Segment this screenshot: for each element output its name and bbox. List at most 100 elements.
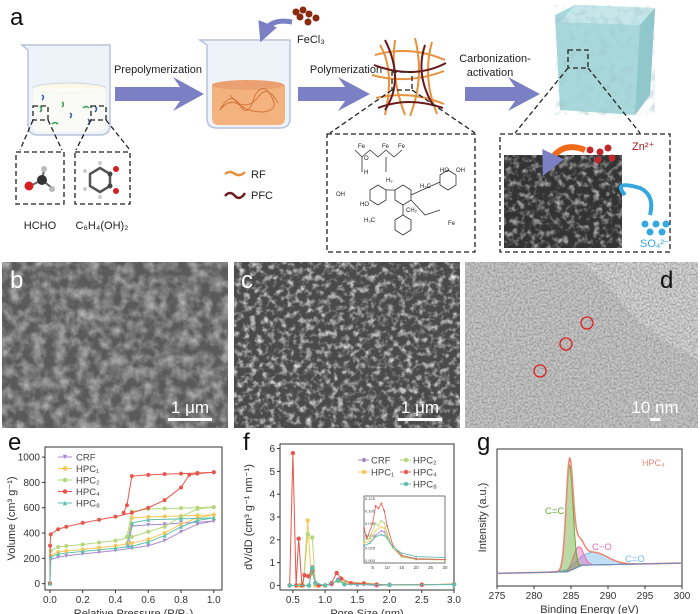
data-point	[162, 524, 167, 529]
inset-data-point	[415, 555, 417, 558]
inset-y-tick-label: 0.125	[365, 496, 376, 501]
inset-series-line	[363, 502, 446, 560]
step-label-activation: activation	[467, 67, 513, 79]
inset-data-point	[363, 542, 365, 545]
legend-marker	[361, 469, 367, 475]
data-point	[162, 522, 167, 527]
y-tick-label: 1000	[18, 453, 41, 464]
inset-data-point	[383, 530, 386, 533]
x-tick-label: 295	[637, 591, 654, 602]
legend-label: HPC₄	[413, 468, 437, 479]
precursor-molecules-icon	[39, 94, 98, 126]
panel-d-tem: d 10 nm	[465, 262, 698, 428]
data-point	[310, 566, 315, 571]
panel-b-sem: b 1 μm	[2, 262, 228, 428]
legend-label: HPC₄	[76, 487, 100, 498]
data-point	[179, 471, 184, 476]
x-tick-label: 290	[600, 591, 617, 602]
x-tick-label: 0.0	[43, 595, 57, 606]
data-point	[62, 466, 68, 471]
data-point	[305, 531, 310, 537]
data-point	[56, 551, 61, 556]
data-point	[97, 540, 102, 545]
data-point	[195, 518, 200, 523]
panel-label-d: d	[660, 267, 673, 294]
inset-data-point	[374, 505, 377, 507]
data-point	[296, 536, 301, 541]
structure-label: Fe	[398, 144, 406, 150]
data-point	[47, 581, 52, 586]
inset-data-point	[371, 522, 374, 525]
data-point	[64, 524, 69, 529]
legend-label: HPC₈	[413, 480, 437, 491]
rf-chains-icon	[219, 88, 279, 113]
data-point	[62, 477, 68, 483]
pore-highlight-circle	[533, 364, 547, 378]
x-axis-label: Relative Pressure (P/P₀)	[74, 608, 194, 614]
data-point	[113, 546, 118, 551]
data-point	[97, 550, 102, 555]
data-point	[97, 517, 102, 522]
legend-label: HPC₂	[413, 456, 437, 467]
data-point	[334, 570, 339, 576]
y-tick-label: 2	[269, 535, 275, 546]
y-tick-label: 5	[269, 467, 275, 478]
legend-pfc-label: PFC	[251, 190, 273, 202]
inset-data-point	[365, 537, 368, 540]
porous-carbon-cube-icon	[555, 5, 655, 115]
data-point	[146, 505, 151, 510]
inset-chart: 5 10 15 20 25 300.0000.0250.0500.0750.1000.12…	[363, 495, 448, 570]
polymer-network-icon	[371, 37, 447, 117]
data-point	[211, 505, 216, 510]
inset-series-line	[363, 534, 446, 558]
structure-label: H₂	[386, 178, 393, 184]
data-point	[302, 572, 307, 578]
y-tick-label: 3	[269, 513, 275, 524]
inset-data-point	[383, 509, 386, 512]
data-point	[146, 539, 151, 544]
inset-x-tick-label: 25	[428, 565, 434, 570]
x-tick-label: 1.0	[207, 595, 221, 606]
panel-label-a: a	[10, 4, 24, 31]
y-tick-label: 400	[23, 529, 40, 540]
structure-label: Fe	[448, 221, 456, 227]
pore-highlight-circle	[559, 337, 573, 351]
data-point	[146, 517, 151, 522]
data-point	[287, 583, 292, 588]
inset-data-point	[368, 537, 371, 540]
fecl3-particles-icon	[292, 6, 320, 26]
chart-e-isotherms: 0.0 0.2 0.4 0.6 0.8 1.0 0 200 400 600 800 1000 Relat…	[6, 446, 223, 614]
legend-marker	[403, 457, 409, 463]
inset-data-point	[380, 519, 383, 522]
curved-add-arrow-icon	[258, 18, 293, 43]
data-point	[64, 543, 69, 548]
inset-y-tick-label: 0.025	[365, 546, 376, 551]
x-axis-label: Pore Size (nm)	[330, 608, 403, 614]
inset-data-point	[444, 558, 446, 561]
data-point	[361, 581, 366, 586]
molecule-label-hcho: HCHO	[24, 220, 57, 232]
inset-y-tick-label: 0.075	[365, 521, 376, 526]
panel-label-g: g	[477, 429, 490, 456]
peak-label: C=C	[545, 506, 564, 517]
chart-g-xps: 275 280 285 290 295 300 Binding Energy (eV) Int…	[477, 448, 691, 614]
inset-data-point	[415, 558, 417, 560]
series-HPC₈: HPC₈	[47, 499, 216, 586]
pore-highlight-circle	[580, 316, 594, 330]
panel-label-e: e	[8, 429, 21, 456]
x-tick-label: 0.8	[174, 595, 188, 606]
scale-bar-label-b: 1 μm	[171, 398, 209, 417]
structure-label: H₂C	[420, 184, 432, 190]
data-point	[162, 531, 167, 536]
structure-label: HO	[360, 202, 369, 208]
x-tick-label: 3.0	[447, 595, 461, 606]
plot-frame	[44, 446, 223, 591]
data-point	[162, 506, 167, 511]
data-point	[62, 489, 68, 494]
carbon-atom-icon	[37, 175, 47, 185]
data-point	[129, 541, 134, 546]
x-tick-label: 0.2	[76, 595, 90, 606]
inset-data-point	[386, 537, 389, 540]
inset-data-point	[380, 533, 383, 536]
